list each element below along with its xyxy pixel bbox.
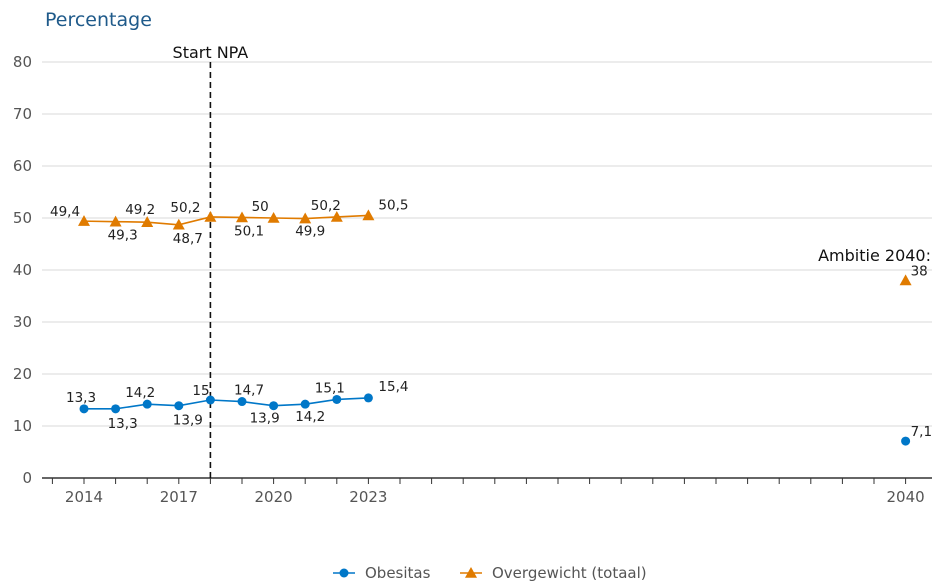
series-0-target-point — [901, 436, 911, 446]
series-0-label-2015: 13,3 — [108, 416, 138, 432]
legend-marker-1 — [465, 567, 477, 578]
series-0-point-2014 — [79, 404, 89, 414]
series-0-label-2021: 14,2 — [295, 409, 325, 425]
series-1-point-2021 — [299, 212, 312, 224]
series-0-label-2020: 13,9 — [250, 411, 280, 427]
series-0-point-2021 — [300, 399, 310, 409]
x-tick-label-2040: 2040 — [887, 488, 925, 506]
series-1-point-2023 — [362, 209, 375, 221]
start-npa-line: Start NPA — [173, 43, 249, 478]
series-1-label-2019: 50,1 — [234, 223, 264, 239]
series-0-label-2022: 15,1 — [315, 380, 345, 396]
series-layer — [78, 209, 912, 446]
y-axis-ticks: 0 10 20 30 40 50 60 70 80 — [13, 53, 32, 487]
y-tick-label-80: 80 — [13, 53, 32, 71]
data-labels: 13,3 13,3 14,2 13,9 15 14,7 13,9 14,2 15,1 15,4 7,… — [50, 197, 932, 440]
x-tick-label-2020: 2020 — [255, 488, 293, 506]
y-tick-label-50: 50 — [13, 209, 32, 227]
series-0-label-2017: 13,9 — [173, 413, 203, 429]
series-1-point-2014 — [78, 215, 90, 226]
series-1-label-2014: 49,4 — [50, 204, 80, 220]
series-0-point-2015 — [111, 404, 121, 414]
target-annotation: Ambitie 2040: — [818, 246, 931, 265]
series-0-point-2023 — [363, 393, 373, 403]
start-npa-label: Start NPA — [173, 43, 249, 62]
series-1-point-2018 — [204, 210, 217, 222]
series-1-target-point — [899, 274, 912, 286]
series-1-point-2019 — [236, 211, 248, 223]
legend-label-1: Overgewicht (totaal) — [492, 564, 647, 582]
y-tick-label-60: 60 — [13, 157, 32, 175]
x-tick-label-2023: 2023 — [349, 488, 387, 506]
series-0-point-2017 — [174, 401, 184, 411]
series-1-point-2017 — [172, 218, 185, 230]
x-tick-label-2014: 2014 — [65, 488, 103, 506]
series-1-label-2022: 50,2 — [311, 198, 341, 214]
series-1-label-2018: 50,2 — [170, 200, 200, 216]
series-1-label-2020: 50 — [252, 199, 269, 215]
series-0-point-2019 — [237, 397, 247, 407]
series-0-point-2020 — [269, 401, 279, 411]
series-1-label-2016: 49,2 — [125, 202, 155, 218]
series-0-point-2022 — [332, 394, 342, 404]
y-tick-label-0: 0 — [22, 469, 32, 487]
x-tick-label-2017: 2017 — [160, 488, 198, 506]
legend: Obesitas Overgewicht (totaal) — [333, 564, 647, 582]
y-tick-label-20: 20 — [13, 365, 32, 383]
y-tick-label-30: 30 — [13, 313, 32, 331]
series-0-point-2016 — [142, 399, 152, 409]
series-line-0 — [84, 397, 369, 410]
legend-label-0: Obesitas — [365, 564, 431, 582]
series-0-target-label: 7,1 — [911, 424, 932, 440]
series-1-label-2015: 49,3 — [108, 228, 138, 244]
legend-marker-0 — [339, 568, 349, 578]
series-0-label-2014: 13,3 — [66, 390, 96, 406]
series-0-point-2018 — [205, 395, 215, 405]
y-tick-label-70: 70 — [13, 105, 32, 123]
x-axis: 2014 2017 2020 2023 2040 — [42, 477, 932, 506]
series-1-label-2017: 48,7 — [173, 231, 203, 247]
y-tick-label-40: 40 — [13, 261, 32, 279]
y-tick-label-10: 10 — [13, 417, 32, 435]
series-1-target-label: 38 — [911, 263, 928, 279]
series-1-point-2016 — [141, 216, 154, 227]
series-1-point-2022 — [330, 210, 343, 222]
series-1-point-2020 — [267, 212, 280, 223]
series-1-label-2021: 49,9 — [295, 224, 325, 240]
y-axis-label: Percentage — [45, 9, 152, 31]
series-0-label-2023: 15,4 — [378, 379, 408, 395]
grid-lines — [42, 61, 932, 427]
series-0-label-2016: 14,2 — [125, 385, 155, 401]
series-1-label-2023: 50,5 — [378, 197, 408, 213]
series-0-label-2018: 15 — [192, 383, 209, 399]
series-line-1 — [83, 214, 369, 226]
series-0-label-2019: 14,7 — [234, 383, 264, 399]
series-1-point-2015 — [109, 215, 122, 227]
